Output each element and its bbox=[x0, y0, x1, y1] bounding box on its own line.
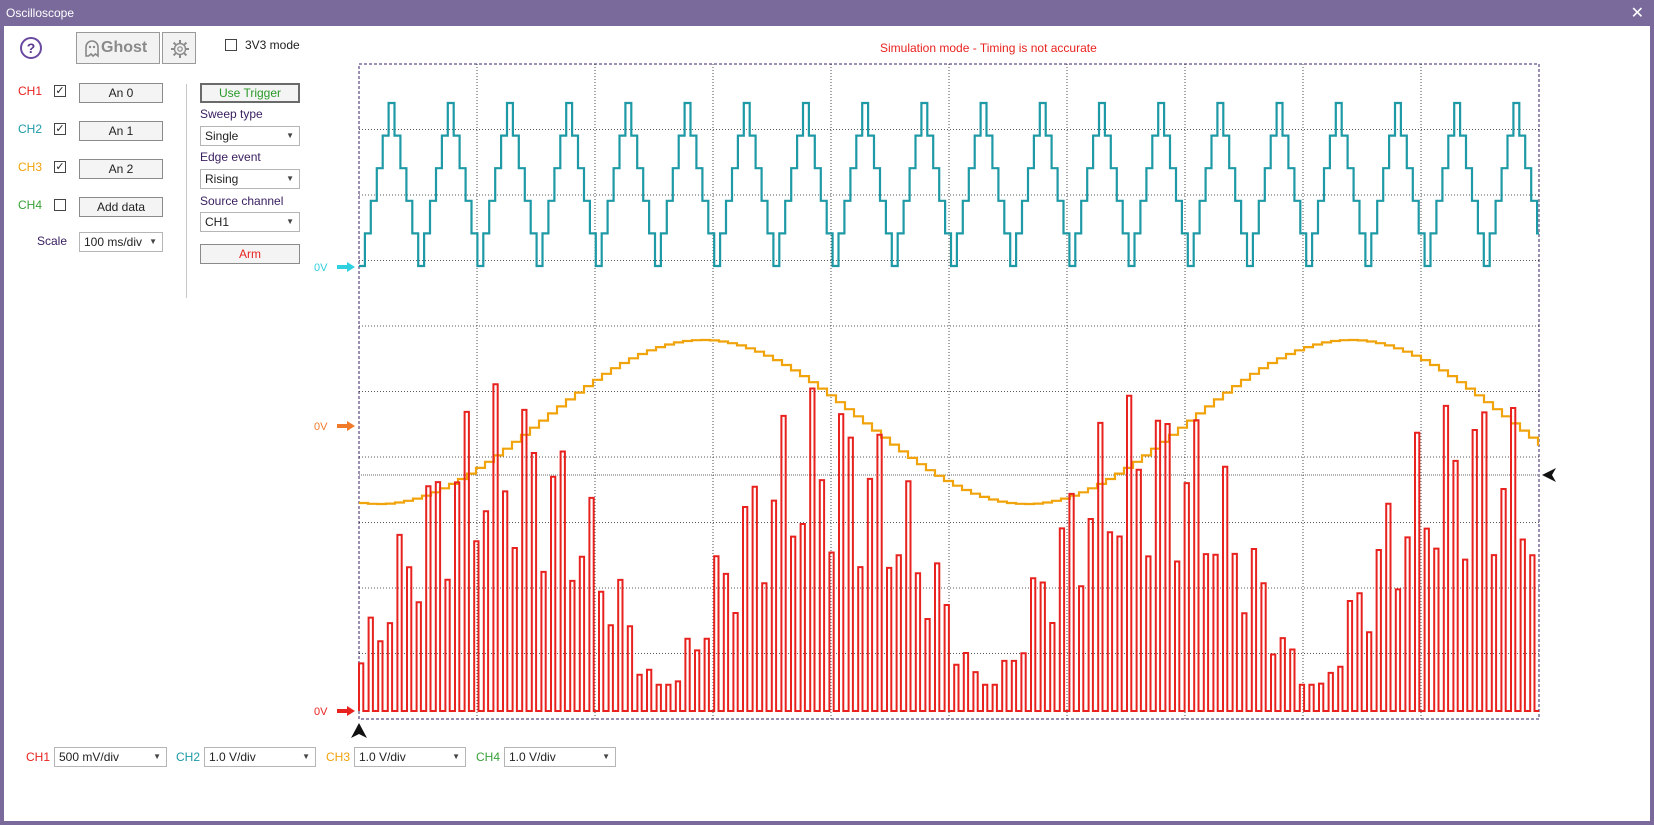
ch1-scale-select[interactable]: 500 mV/div ▼ bbox=[54, 747, 167, 767]
bottom-ch1-label: CH1 bbox=[26, 750, 51, 764]
mode-3v3-checkbox[interactable] bbox=[225, 39, 237, 51]
sweep-type-value: Single bbox=[205, 129, 239, 143]
ch3-label: CH3 bbox=[18, 160, 43, 174]
sweep-type-label: Sweep type bbox=[200, 107, 263, 121]
sweep-type-select[interactable]: Single ▼ bbox=[200, 126, 300, 146]
title-bar: Oscilloscope ✕ bbox=[0, 0, 1654, 26]
ch2-checkbox[interactable]: ✓ bbox=[54, 123, 66, 135]
chevron-down-icon: ▼ bbox=[153, 752, 161, 761]
ch3-scale-select[interactable]: 1.0 V/div ▼ bbox=[354, 747, 466, 767]
ch2-source-button[interactable]: An 1 bbox=[79, 121, 163, 141]
ch3-source-button[interactable]: An 2 bbox=[79, 159, 163, 179]
ch2-scale-select[interactable]: 1.0 V/div ▼ bbox=[204, 747, 316, 767]
ch2-scale-value: 1.0 V/div bbox=[209, 750, 256, 764]
ch1-zero-marker-label: 0V bbox=[314, 706, 328, 718]
scale-value: 100 ms/div bbox=[84, 235, 143, 249]
ch3-checkbox[interactable]: ✓ bbox=[54, 161, 66, 173]
chevron-down-icon: ▼ bbox=[302, 752, 310, 761]
bottom-ch4-label: CH4 bbox=[476, 750, 501, 764]
use-trigger-button[interactable]: Use Trigger bbox=[200, 83, 300, 103]
scale-label: Scale bbox=[37, 234, 68, 248]
source-channel-select[interactable]: CH1 ▼ bbox=[200, 212, 300, 232]
bottom-ch3-label: CH3 bbox=[326, 750, 351, 764]
ch1-zero-marker-arrow-icon bbox=[337, 706, 355, 716]
bottom-ch2-label: CH2 bbox=[176, 750, 201, 764]
edge-event-value: Rising bbox=[205, 172, 239, 186]
close-icon[interactable]: ✕ bbox=[1630, 5, 1644, 22]
edge-event-label: Edge event bbox=[200, 150, 261, 164]
window-title: Oscilloscope bbox=[6, 6, 75, 20]
arm-button[interactable]: Arm bbox=[200, 244, 300, 264]
help-icon: ? bbox=[26, 40, 36, 56]
scope-display[interactable]: 0V 0V 0V bbox=[4, 26, 1650, 786]
ch2-zero-marker-label: 0V bbox=[314, 262, 328, 274]
chevron-down-icon: ▼ bbox=[452, 752, 460, 761]
ch4-scale-value: 1.0 V/div bbox=[509, 750, 556, 764]
chevron-down-icon: ▼ bbox=[286, 174, 294, 183]
trigger-position-arrow-icon bbox=[351, 723, 367, 738]
ch3-zero-marker-label: 0V bbox=[314, 421, 328, 433]
ch2-trace bbox=[359, 101, 1539, 268]
mode-3v3-label: 3V3 mode bbox=[245, 38, 300, 52]
ch1-checkbox[interactable]: ✓ bbox=[54, 85, 66, 97]
help-button[interactable]: ? bbox=[20, 37, 42, 59]
source-channel-value: CH1 bbox=[205, 215, 230, 229]
ch3-trace bbox=[359, 338, 1540, 506]
client-area: ? Ghost 3V3 mode CH1 bbox=[4, 26, 1650, 821]
trigger-level-arrow-icon bbox=[1542, 468, 1556, 482]
chevron-down-icon: ▼ bbox=[602, 752, 610, 761]
ghost-label: Ghost bbox=[101, 39, 148, 56]
ch2-zero-marker-arrow-icon bbox=[337, 262, 355, 272]
edge-event-select[interactable]: Rising ▼ bbox=[200, 169, 300, 189]
panel-divider bbox=[186, 84, 187, 298]
ch1-scale-value: 500 mV/div bbox=[59, 750, 120, 764]
ch3-zero-marker-arrow-icon bbox=[337, 421, 355, 431]
simulation-banner: Simulation mode - Timing is not accurate bbox=[880, 41, 1097, 55]
ch1-trace bbox=[358, 383, 1539, 712]
ghost-icon bbox=[85, 40, 99, 58]
ch4-scale-select[interactable]: 1.0 V/div ▼ bbox=[504, 747, 616, 767]
ch4-checkbox[interactable] bbox=[54, 199, 66, 211]
ch4-label: CH4 bbox=[18, 198, 43, 212]
ch3-scale-value: 1.0 V/div bbox=[359, 750, 406, 764]
ch4-add-data-button[interactable]: Add data bbox=[79, 197, 163, 217]
ch1-label: CH1 bbox=[18, 84, 43, 98]
source-channel-label: Source channel bbox=[200, 194, 284, 208]
chevron-down-icon: ▼ bbox=[286, 217, 294, 226]
settings-button[interactable] bbox=[162, 32, 196, 64]
scale-select[interactable]: 100 ms/div ▼ bbox=[79, 232, 163, 252]
ghost-button[interactable]: Ghost bbox=[76, 32, 160, 64]
ch1-source-button[interactable]: An 0 bbox=[79, 83, 163, 103]
ch2-label: CH2 bbox=[18, 122, 43, 136]
chevron-down-icon: ▼ bbox=[149, 237, 157, 246]
gear-icon bbox=[171, 40, 189, 58]
chevron-down-icon: ▼ bbox=[286, 131, 294, 140]
